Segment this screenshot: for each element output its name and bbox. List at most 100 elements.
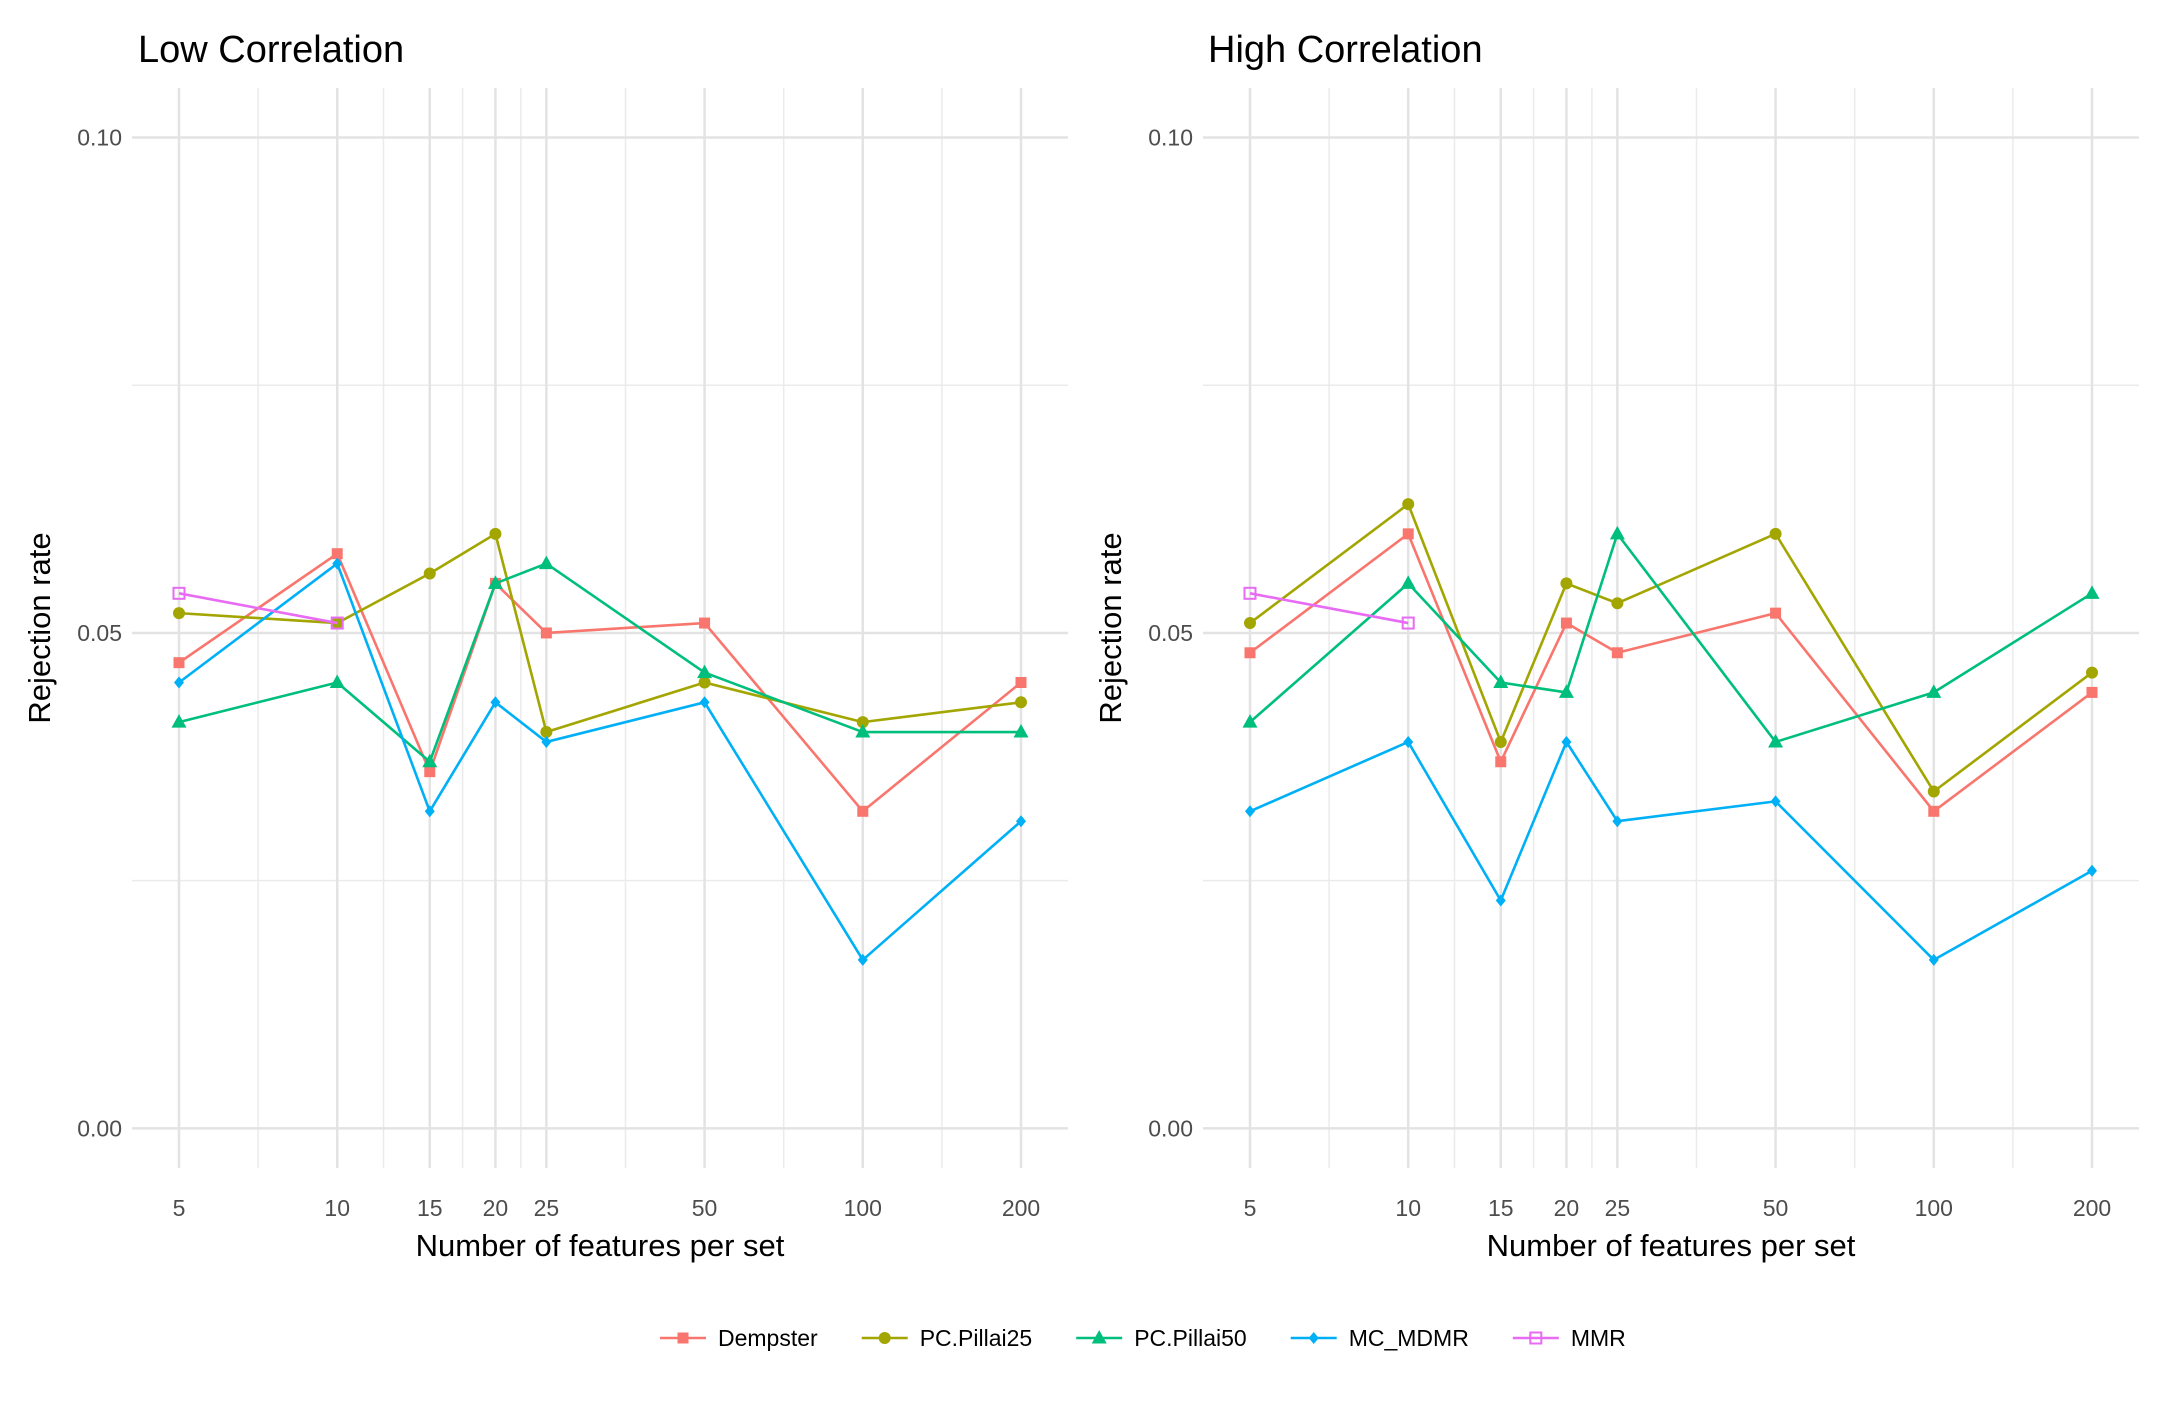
x-tick-label: 25: [534, 1195, 560, 1221]
panel-title: Low Correlation: [138, 29, 404, 71]
data-point: [1926, 684, 1942, 698]
series-line: [1249, 532, 2093, 813]
x-tick-label: 20: [483, 1195, 509, 1221]
data-point: [330, 616, 344, 630]
y-axis-title: Rejection rate: [22, 532, 57, 723]
x-axis-title: Number of features per set: [1487, 1228, 1856, 1263]
data-point: [1403, 735, 1414, 748]
x-tick-label: 5: [173, 1195, 186, 1221]
data-point: [1245, 805, 1255, 818]
data-point: [1493, 674, 1509, 688]
x-tick-label: 15: [417, 1195, 443, 1221]
x-tick-label: 10: [324, 1195, 350, 1221]
series-pc-pillai50: [1242, 525, 2100, 748]
series-line: [1249, 740, 2093, 962]
data-point: [424, 805, 435, 818]
legend-key-marker: [878, 1332, 891, 1344]
y-tick-label: 0.00: [77, 1115, 122, 1141]
data-point: [1402, 528, 1414, 540]
data-point: [1769, 527, 1782, 540]
series-dempster: [1244, 528, 2098, 817]
legend-item-pc-pillai50: PC.Pillai50: [1076, 1325, 1247, 1351]
legend-label: MMR: [1571, 1325, 1626, 1351]
data-point: [1494, 735, 1507, 748]
x-tick-label: 100: [844, 1195, 882, 1221]
data-point: [699, 617, 711, 629]
data-point: [1558, 684, 1574, 698]
x-tick-label: 15: [1488, 1195, 1514, 1221]
series-line: [1249, 502, 2093, 793]
data-point: [1928, 953, 1939, 966]
data-point: [2086, 666, 2098, 679]
legend-item-mmr: MMR: [1512, 1325, 1626, 1351]
data-point: [697, 664, 713, 679]
data-point: [174, 676, 184, 689]
data-point: [541, 735, 552, 748]
x-tick-label: 10: [1395, 1195, 1421, 1221]
data-point: [2087, 864, 2097, 877]
series-line: [178, 592, 338, 625]
x-tick-label: 200: [2073, 1195, 2111, 1221]
data-point: [1927, 785, 1940, 798]
data-point: [1560, 617, 1572, 629]
legend-key-marker: [1091, 1330, 1107, 1344]
data-point: [1015, 676, 1027, 688]
data-point: [1401, 616, 1415, 630]
series-mmr: [1243, 586, 1415, 630]
data-point: [173, 657, 185, 669]
series-mmr: [172, 586, 344, 630]
data-point: [2084, 585, 2100, 599]
data-point: [856, 716, 869, 729]
legend-label: PC.Pillai50: [1134, 1325, 1247, 1351]
data-point: [1013, 724, 1029, 738]
data-point: [424, 766, 436, 778]
gridlines: [132, 88, 1068, 1168]
series-pc-pillai50: [171, 555, 1029, 768]
data-point: [1495, 894, 1506, 907]
series-line: [178, 562, 1021, 764]
x-tick-label: 25: [1605, 1195, 1631, 1221]
data-point: [1402, 498, 1415, 511]
data-point: [490, 696, 501, 709]
data-point: [422, 753, 438, 768]
data-point: [332, 557, 343, 570]
panel-title: High Correlation: [1208, 29, 1483, 71]
data-point: [489, 527, 502, 540]
data-point: [1242, 714, 1258, 728]
series-line: [1249, 532, 2093, 744]
data-point: [1243, 586, 1257, 600]
panel-high-correlation: High Correlation 0.00 0.05 0.10 5 10 15 20 25 50 1…: [1093, 29, 2139, 1263]
data-point: [172, 586, 186, 600]
data-point: [1016, 815, 1026, 828]
y-tick-label: 0.10: [77, 125, 122, 151]
series-pc-pillai25: [1244, 498, 2098, 798]
data-point: [331, 548, 343, 560]
x-tick-label: 50: [692, 1195, 718, 1221]
series-line: [1249, 592, 1409, 625]
data-point: [1400, 575, 1416, 589]
series-mc-mdmr: [1245, 735, 2097, 966]
data-point: [1928, 805, 1940, 817]
data-point: [540, 627, 552, 639]
data-point: [1244, 617, 1256, 630]
data-point: [423, 567, 436, 580]
data-point: [487, 575, 503, 589]
legend-key-marker: [1308, 1332, 1319, 1344]
data-point: [540, 726, 553, 739]
data-point: [171, 714, 187, 728]
data-point: [1561, 735, 1572, 748]
data-point: [538, 555, 554, 570]
y-tick-label: 0.05: [77, 620, 122, 646]
x-tick-label: 20: [1554, 1195, 1580, 1221]
legend-item-mc-mdmr: MC_MDMR: [1290, 1325, 1469, 1351]
data-point: [1495, 756, 1507, 768]
legend: Dempster PC.Pillai25 PC.Pillai50 MC_MDMR MMR: [660, 1325, 1626, 1351]
series-line: [178, 532, 1022, 734]
data-point: [329, 674, 345, 688]
data-point: [699, 696, 710, 709]
panel-low-correlation: Low Correlation 0.00 0.05 0.10 5 10 15 20 25 50 10…: [22, 29, 1068, 1263]
x-tick-label: 200: [1002, 1195, 1040, 1221]
data-point: [173, 607, 185, 620]
legend-key-marker: [677, 1332, 689, 1344]
